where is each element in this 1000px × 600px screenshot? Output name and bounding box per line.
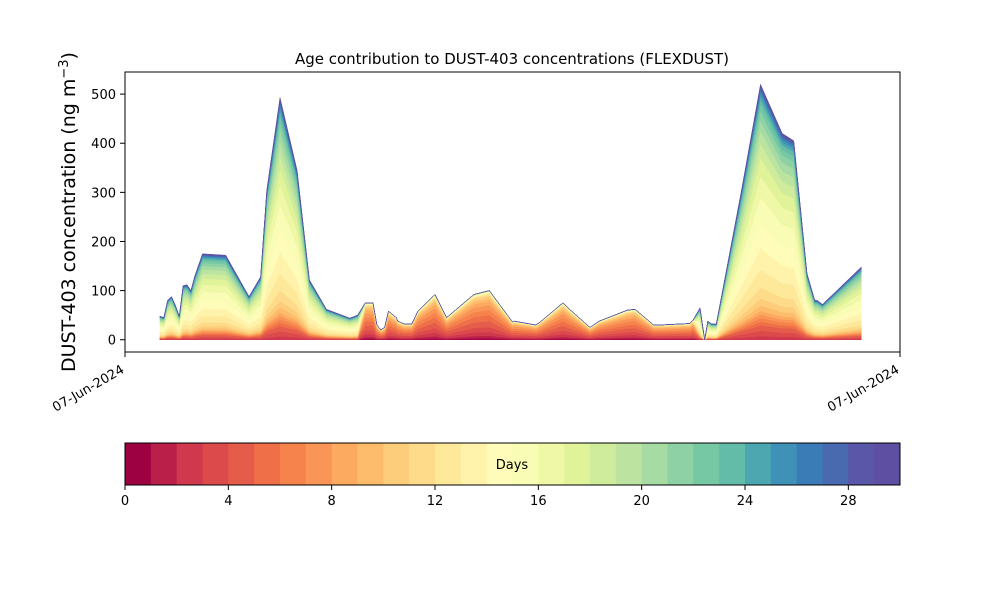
colorbar-tick-label: 8	[328, 494, 336, 509]
age-layer-day-29	[159, 83, 862, 340]
colorbar-swatch-day-16	[538, 443, 565, 485]
colorbar-tick-label: 24	[737, 494, 754, 509]
colorbar-swatch-day-12	[435, 443, 462, 485]
y-tick-label: 300	[91, 186, 116, 201]
colorbar-swatch-day-20	[641, 443, 668, 485]
colorbar-swatch-day-0	[125, 443, 152, 485]
colorbar-label: Days	[496, 458, 529, 473]
colorbar-tick-label: 28	[840, 494, 857, 509]
colorbar-swatch-day-24	[745, 443, 772, 485]
colorbar-swatch-day-22	[693, 443, 720, 485]
colorbar-swatch-day-2	[176, 443, 203, 485]
colorbar-swatch-day-21	[667, 443, 694, 485]
colorbar: 0 4 8 12 16 20 24 28	[121, 442, 901, 509]
y-tick-label: 0	[108, 334, 116, 349]
plot-frame	[124, 71, 901, 353]
colorbar-frame	[124, 442, 901, 486]
colorbar-swatch-day-4	[228, 443, 255, 485]
x-tick-label: 07-Jun-2024	[825, 362, 902, 415]
colorbar-swatch-day-26	[796, 443, 823, 485]
colorbar-swatch-day-7	[305, 443, 333, 485]
colorbar-swatch-day-28	[848, 443, 875, 485]
colorbar-swatch-day-19	[615, 443, 643, 485]
y-axis: 0 100 200 300 400 500	[91, 88, 125, 349]
colorbar-swatch-day-1	[150, 443, 178, 485]
colorbar-tick-label: 0	[121, 494, 129, 509]
stacked-area-layers	[159, 83, 862, 341]
y-axis-label-main: DUST-403 concentration (ng m	[58, 79, 80, 372]
y-axis-label-close: )	[58, 52, 80, 59]
colorbar-swatch-day-10	[383, 443, 410, 485]
chart-title: Age contribution to DUST-403 concentrati…	[295, 50, 729, 68]
colorbar-swatch-day-3	[202, 443, 229, 485]
y-axis-label: DUST-403 concentration (ng m−3)	[57, 52, 81, 372]
colorbar-swatch-day-27	[822, 443, 849, 485]
y-axis-label-superscript: −3	[57, 59, 72, 78]
y-tick-label: 400	[91, 137, 116, 152]
colorbar-swatch-day-8	[331, 443, 358, 485]
colorbar-swatch-day-6	[280, 443, 307, 485]
colorbar-swatch-day-13	[460, 443, 488, 485]
colorbar-tick-label: 16	[530, 494, 547, 509]
colorbar-tick-label: 20	[633, 494, 650, 509]
colorbar-swatch-day-18	[590, 443, 617, 485]
colorbar-swatch-day-9	[357, 443, 384, 485]
colorbar-swatch-day-17	[564, 443, 591, 485]
y-tick-label: 500	[91, 88, 116, 103]
x-axis: 07-Jun-2024 07-Jun-2024	[50, 352, 902, 415]
colorbar-swatch-day-25	[770, 443, 798, 485]
colorbar-swatch-day-29	[874, 443, 901, 485]
colorbar-tick-label: 12	[427, 494, 444, 509]
colorbar-swatch-day-5	[254, 443, 281, 485]
y-tick-label: 100	[91, 285, 116, 300]
colorbar-swatch-day-11	[409, 443, 436, 485]
colorbar-swatch-day-23	[719, 443, 746, 485]
colorbar-swatch-day-14	[486, 443, 513, 485]
colorbar-swatch-day-15	[512, 443, 539, 485]
colorbar-tick-label: 4	[224, 494, 232, 509]
y-tick-label: 200	[91, 235, 116, 250]
